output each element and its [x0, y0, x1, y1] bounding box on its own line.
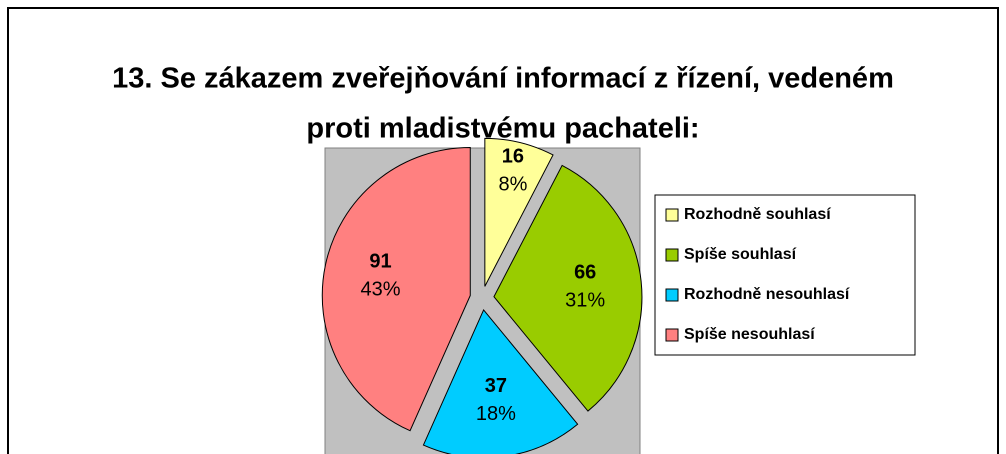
data-label-percent: 43%	[360, 279, 400, 301]
chart-border	[7, 7, 999, 454]
data-label-percent: 31%	[565, 289, 605, 311]
legend-label: Rozhodně souhlasí	[684, 206, 831, 223]
legend-label: Rozhodně nesouhlasí	[684, 286, 850, 303]
chart-title: 13. Se zákazem zveřejňování informací z …	[112, 63, 894, 95]
legend-label: Spíše souhlasí	[684, 246, 797, 263]
legend-swatch	[665, 248, 679, 262]
legend-swatch	[665, 208, 679, 222]
pie-slice	[422, 308, 579, 454]
pie-slice	[493, 164, 643, 412]
data-label: 16	[502, 146, 524, 168]
pie-slice	[484, 137, 554, 287]
data-label-percent: 8%	[498, 174, 527, 196]
data-label: 91	[369, 251, 391, 273]
legend-swatch	[665, 288, 679, 302]
data-label: 37	[485, 375, 507, 397]
data-label-percent: 18%	[476, 403, 516, 425]
legend-label: Spíše nesouhlasí	[684, 326, 815, 343]
pie-slice	[321, 147, 471, 432]
data-label: 66	[574, 261, 596, 283]
legend-swatch	[665, 328, 679, 342]
legend	[654, 194, 916, 356]
